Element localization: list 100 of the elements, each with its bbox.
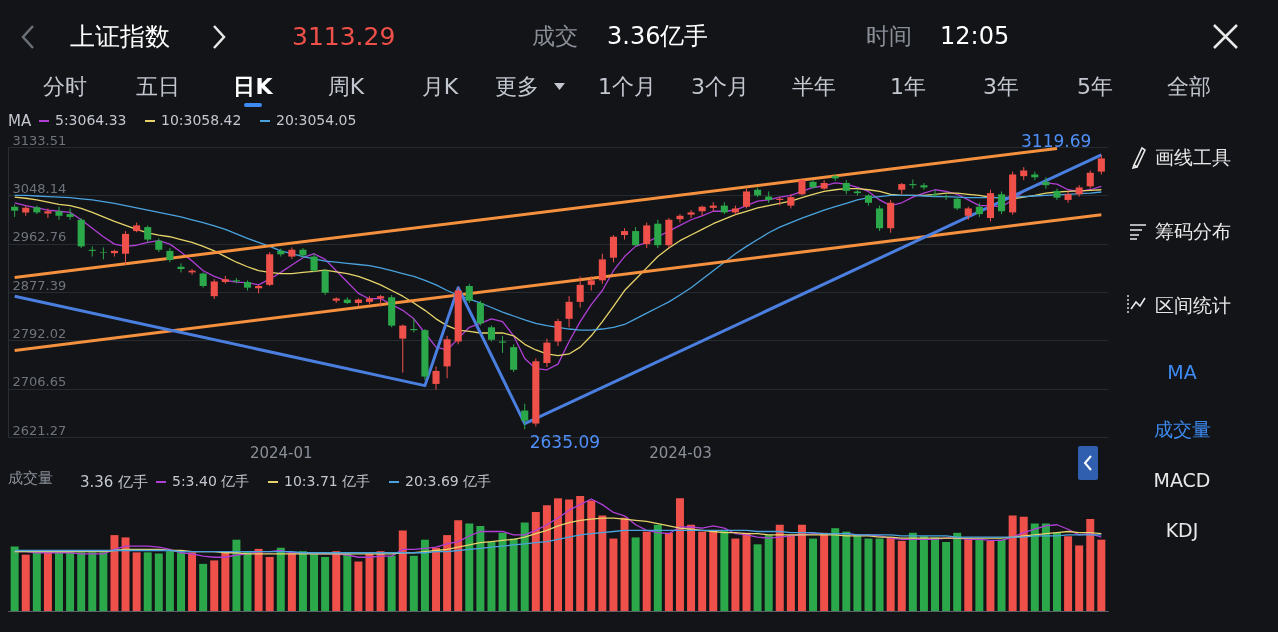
text: 五日 — [136, 74, 180, 99]
legend-label: 10:3058.42 — [161, 112, 242, 128]
bar — [753, 544, 762, 611]
bar — [509, 538, 518, 611]
bar — [919, 536, 928, 611]
bar — [565, 499, 574, 611]
bar — [720, 530, 729, 611]
text: 上证指数 — [70, 21, 170, 51]
x-tick-label: 2024-01 — [249, 443, 313, 462]
bar — [1075, 545, 1084, 611]
bar — [21, 554, 30, 611]
bar — [687, 524, 696, 611]
bar — [254, 548, 263, 611]
bar — [243, 551, 252, 611]
bar — [775, 524, 784, 611]
bar — [465, 523, 474, 611]
legend-label: 20:3054.05 — [276, 112, 357, 128]
bar — [897, 540, 906, 611]
bar — [1086, 519, 1095, 611]
bar — [942, 542, 951, 611]
bar — [265, 556, 274, 611]
text: 筹码分布 — [1155, 219, 1231, 242]
bar — [454, 520, 463, 611]
bar — [199, 563, 208, 611]
text: 12:05 — [940, 22, 1010, 50]
text: KDJ — [1165, 518, 1199, 541]
annotation: 3119.69 — [1021, 130, 1092, 151]
bar — [10, 546, 19, 611]
bar — [587, 500, 596, 611]
bar — [698, 531, 707, 611]
bar — [853, 535, 862, 611]
text: 时间 — [866, 22, 912, 49]
bar — [432, 547, 441, 611]
y-tick-label: 3048.14 — [12, 180, 67, 196]
bar — [642, 531, 651, 611]
bar — [908, 532, 917, 611]
bar — [653, 524, 662, 611]
bar — [66, 552, 75, 611]
y-tick-label: 2706.65 — [12, 374, 67, 390]
bar — [1019, 516, 1028, 611]
bar — [420, 539, 429, 611]
bar — [631, 537, 640, 611]
bar — [576, 496, 585, 611]
bar — [731, 538, 740, 611]
bar — [221, 551, 230, 611]
bar — [387, 555, 396, 611]
bar — [154, 553, 163, 611]
bar — [986, 540, 995, 611]
bar — [609, 538, 618, 611]
x-tick-label: 2024-03 — [649, 443, 712, 462]
text: MACD — [1153, 468, 1211, 491]
bar — [664, 532, 673, 611]
text: 成交量 — [1153, 417, 1211, 440]
bar — [531, 512, 540, 611]
bar — [820, 532, 829, 611]
legend-label: 10:3.71 亿手 — [284, 473, 371, 489]
bar — [321, 556, 330, 611]
text: 分时 — [43, 74, 87, 99]
bar — [554, 498, 562, 611]
bar — [298, 551, 307, 611]
text: 周K — [327, 74, 365, 99]
bar — [132, 552, 141, 611]
bar — [786, 535, 795, 611]
chart-title: 成交量 — [8, 469, 53, 487]
bar — [1053, 532, 1061, 611]
bar — [176, 552, 185, 611]
bar — [886, 537, 895, 611]
text: 3113.29 — [292, 21, 396, 51]
bar — [287, 553, 296, 611]
bar — [55, 551, 63, 611]
bar — [964, 538, 973, 611]
text: 全部 — [1167, 74, 1211, 99]
bar — [542, 505, 551, 611]
bar — [409, 555, 418, 611]
bar — [43, 551, 52, 611]
y-tick-label: 2792.02 — [12, 325, 67, 341]
bar — [831, 528, 840, 611]
text: 月K — [421, 74, 459, 99]
text: 5年 — [1077, 74, 1113, 99]
legend-label: 5:3.40 亿手 — [172, 473, 250, 489]
bar — [310, 553, 319, 611]
bar — [997, 539, 1006, 611]
text: 1年 — [890, 74, 926, 99]
text: 更多 — [495, 74, 539, 99]
text: 1个月 — [598, 74, 656, 99]
annotation: 2635.09 — [529, 432, 601, 453]
bar — [343, 553, 352, 611]
bar — [354, 561, 363, 611]
bar — [99, 552, 108, 611]
legend-title: 3.36 亿手 — [80, 473, 149, 491]
legend-label: 20:3.69 亿手 — [405, 473, 492, 489]
bar — [520, 522, 529, 611]
legend-label: 5:3064.33 — [55, 112, 127, 128]
bar — [620, 517, 629, 611]
bar — [598, 515, 607, 611]
bar — [210, 560, 219, 611]
bar — [88, 552, 97, 611]
bar — [165, 551, 174, 611]
bar — [764, 535, 773, 611]
bar — [121, 537, 130, 611]
